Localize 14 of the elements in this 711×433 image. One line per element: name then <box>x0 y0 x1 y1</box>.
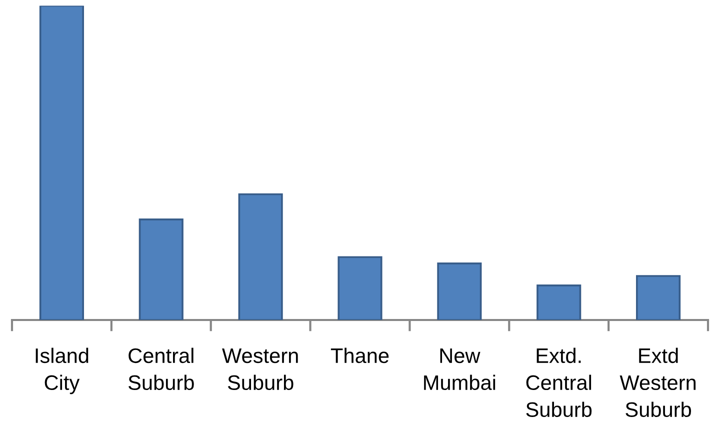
bar <box>338 256 382 320</box>
bar <box>437 262 482 320</box>
x-tick-label: Island City <box>36 348 88 394</box>
x-tick-label: New Mumbai <box>424 348 496 390</box>
x-tick-label: Extd Western Suburb <box>620 348 696 418</box>
x-tick-label: Central Suburb <box>128 348 194 390</box>
x-tick-label: Thane <box>330 348 389 364</box>
bar <box>138 218 184 320</box>
bar <box>536 284 582 320</box>
bar <box>238 193 283 320</box>
bar <box>636 275 681 320</box>
x-tick-label: Western Suburb <box>222 348 298 390</box>
bar <box>39 6 84 320</box>
x-tick-label: Extd. Central Suburb <box>526 348 592 418</box>
